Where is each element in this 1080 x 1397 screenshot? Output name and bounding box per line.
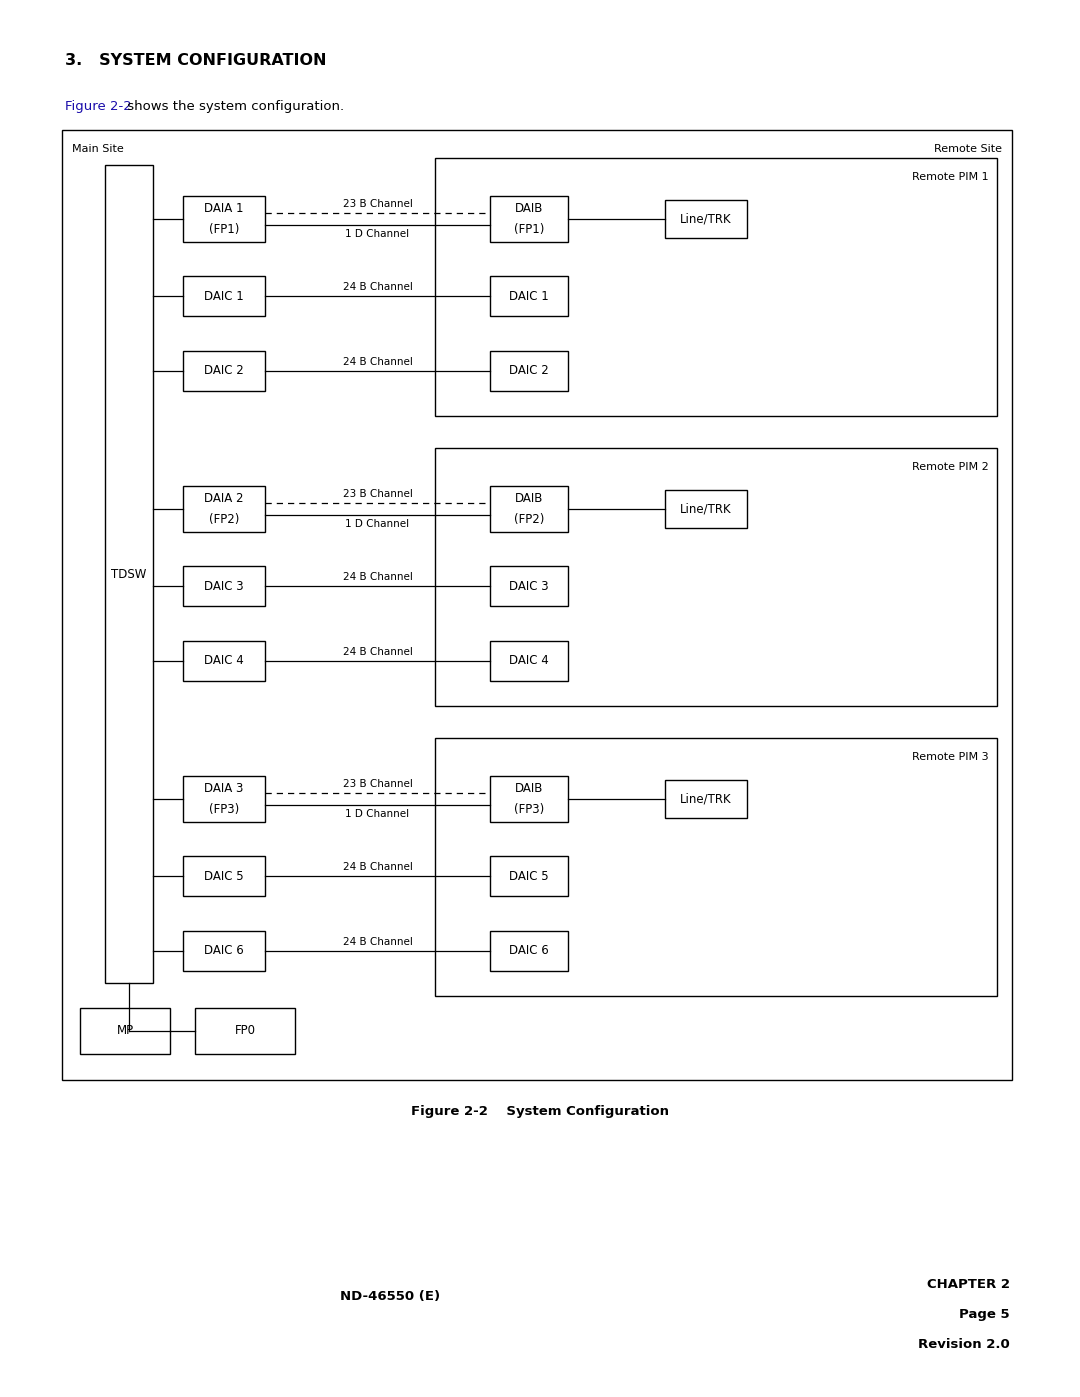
Bar (490, 930, 568, 971)
Bar (105, 165, 153, 983)
Bar (490, 277, 568, 316)
Text: shows the system configuration.: shows the system configuration. (123, 101, 345, 113)
Text: TDSW: TDSW (111, 567, 147, 581)
Bar (183, 486, 265, 532)
Bar (183, 775, 265, 821)
Text: DAIB: DAIB (515, 782, 543, 795)
Bar (665, 200, 747, 237)
Bar (490, 641, 568, 680)
Text: 23 B Channel: 23 B Channel (342, 198, 413, 210)
Text: 23 B Channel: 23 B Channel (342, 489, 413, 499)
Text: Remote PIM 1: Remote PIM 1 (913, 172, 989, 182)
Bar (490, 856, 568, 895)
Text: DAIC 1: DAIC 1 (204, 289, 244, 303)
Text: Figure 2-2: Figure 2-2 (65, 101, 132, 113)
Text: DAIC 4: DAIC 4 (509, 655, 549, 668)
Text: 1 D Channel: 1 D Channel (346, 229, 409, 239)
Text: DAIC 3: DAIC 3 (204, 580, 244, 592)
Text: Figure 2-2    System Configuration: Figure 2-2 System Configuration (411, 1105, 669, 1118)
Text: Remote PIM 3: Remote PIM 3 (913, 752, 989, 761)
Text: Line/TRK: Line/TRK (680, 212, 732, 225)
Bar (183, 856, 265, 895)
Bar (435, 738, 997, 996)
Text: DAIC 6: DAIC 6 (204, 944, 244, 957)
Text: 1 D Channel: 1 D Channel (346, 809, 409, 819)
Text: Remote PIM 2: Remote PIM 2 (913, 462, 989, 472)
Text: DAIC 2: DAIC 2 (204, 365, 244, 377)
Bar (62, 130, 1012, 1080)
Text: Line/TRK: Line/TRK (680, 503, 732, 515)
Bar (183, 930, 265, 971)
Text: DAIC 6: DAIC 6 (509, 944, 549, 957)
Text: ND-46550 (E): ND-46550 (E) (340, 1289, 440, 1303)
Text: Page 5: Page 5 (959, 1308, 1010, 1322)
Text: Main Site: Main Site (72, 144, 124, 154)
Text: 3.   SYSTEM CONFIGURATION: 3. SYSTEM CONFIGURATION (65, 53, 326, 68)
Text: (FP3): (FP3) (514, 803, 544, 816)
Text: DAIA 1: DAIA 1 (204, 203, 244, 215)
Text: 24 B Channel: 24 B Channel (342, 571, 413, 583)
Bar (665, 780, 747, 819)
Text: DAIC 5: DAIC 5 (204, 869, 244, 883)
Bar (183, 641, 265, 680)
Bar (183, 566, 265, 606)
Text: MP: MP (117, 1024, 134, 1038)
Bar (195, 1009, 295, 1053)
Text: 24 B Channel: 24 B Channel (342, 937, 413, 947)
Text: DAIC 2: DAIC 2 (509, 365, 549, 377)
Text: (FP1): (FP1) (514, 222, 544, 236)
Text: DAIC 5: DAIC 5 (509, 869, 549, 883)
Text: FP0: FP0 (234, 1024, 256, 1038)
Text: (FP2): (FP2) (208, 513, 239, 525)
Text: 24 B Channel: 24 B Channel (342, 862, 413, 872)
Text: Line/TRK: Line/TRK (680, 792, 732, 806)
Text: 24 B Channel: 24 B Channel (342, 282, 413, 292)
Text: DAIB: DAIB (515, 203, 543, 215)
Bar (80, 1009, 170, 1053)
Text: DAIC 3: DAIC 3 (509, 580, 549, 592)
Text: 23 B Channel: 23 B Channel (342, 780, 413, 789)
Bar (490, 351, 568, 391)
Bar (490, 775, 568, 821)
Text: DAIA 2: DAIA 2 (204, 492, 244, 506)
Text: DAIB: DAIB (515, 492, 543, 506)
Bar (435, 158, 997, 416)
Text: DAIC 1: DAIC 1 (509, 289, 549, 303)
Text: (FP1): (FP1) (208, 222, 239, 236)
Bar (183, 277, 265, 316)
Text: 1 D Channel: 1 D Channel (346, 520, 409, 529)
Bar (490, 566, 568, 606)
Text: Revision 2.0: Revision 2.0 (918, 1338, 1010, 1351)
Bar (490, 486, 568, 532)
Text: 24 B Channel: 24 B Channel (342, 358, 413, 367)
Bar (183, 351, 265, 391)
Text: DAIA 3: DAIA 3 (204, 782, 244, 795)
Text: Remote Site: Remote Site (934, 144, 1002, 154)
Bar (490, 196, 568, 242)
Text: (FP3): (FP3) (208, 803, 239, 816)
Text: (FP2): (FP2) (514, 513, 544, 525)
Bar (665, 490, 747, 528)
Text: DAIC 4: DAIC 4 (204, 655, 244, 668)
Text: 24 B Channel: 24 B Channel (342, 647, 413, 657)
Bar (183, 196, 265, 242)
Text: CHAPTER 2: CHAPTER 2 (927, 1278, 1010, 1291)
Bar (435, 448, 997, 705)
